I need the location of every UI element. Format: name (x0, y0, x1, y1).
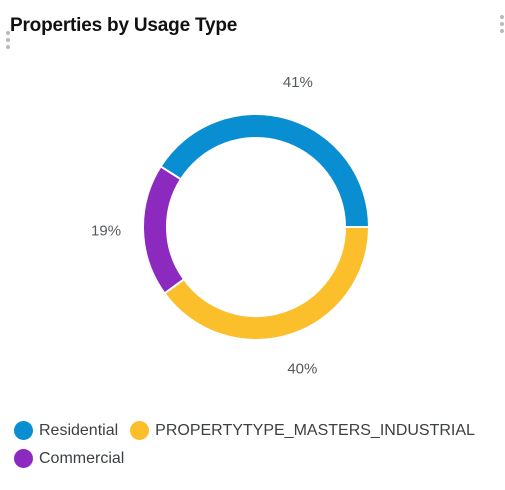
donut-slice-residential[interactable] (159, 113, 371, 228)
legend-label: Residential (39, 421, 119, 439)
legend-label: PROPERTYTYPE_MASTERS_INDUSTRIAL (155, 421, 475, 439)
legend-item-propertytype-masters-industrial[interactable]: PROPERTYTYPE_MASTERS_INDUSTRIAL (130, 421, 475, 440)
more-vertical-icon[interactable] (5, 29, 11, 51)
more-vertical-icon[interactable] (499, 13, 505, 35)
chart-legend: Residential PROPERTYTYPE_MASTERS_INDUSTRI… (14, 421, 499, 468)
legend-label: Commercial (39, 449, 125, 467)
legend-swatch (130, 421, 150, 440)
legend-item-commercial[interactable]: Commercial (14, 449, 124, 468)
data-label-propertytype-masters-industrial: 40% (287, 361, 317, 378)
donut-slice-commercial[interactable] (142, 165, 186, 295)
data-label-commercial: 19% (91, 223, 121, 240)
legend-swatch (14, 449, 33, 468)
legend-swatch (14, 421, 33, 440)
chart-title: Properties by Usage Type (10, 15, 238, 36)
legend-item-residential[interactable]: Residential (14, 421, 118, 440)
data-label-residential: 41% (283, 74, 313, 91)
donut-slice-propertytype-masters-industrial[interactable] (163, 226, 371, 341)
